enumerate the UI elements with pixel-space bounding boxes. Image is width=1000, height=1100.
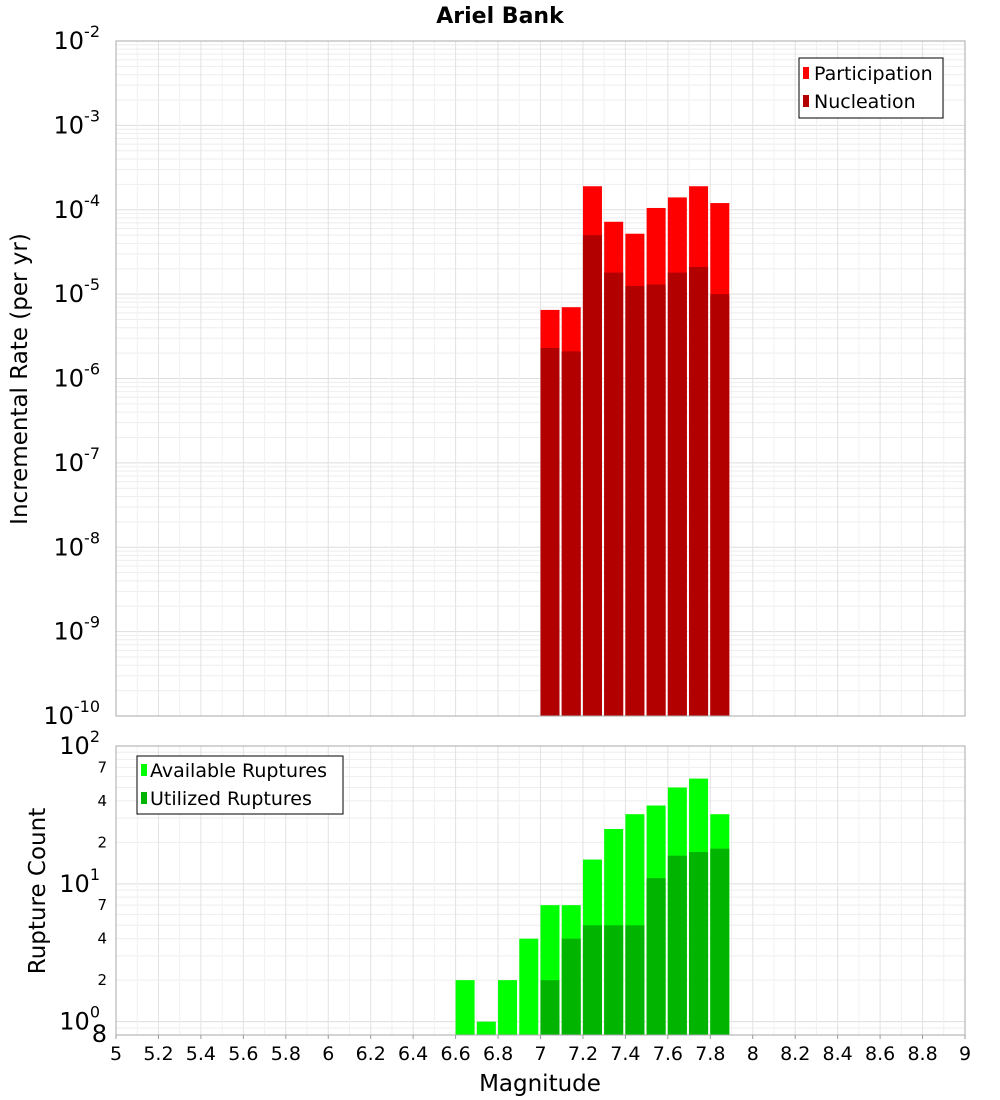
x-tick-label: 7.4 — [610, 1043, 640, 1065]
x-tick-label: 5.4 — [186, 1043, 216, 1065]
y-tick-label: 10-10 — [43, 697, 100, 730]
bar-nucleation — [710, 294, 730, 716]
y-minor-tick-label: 4 — [97, 792, 107, 810]
bar-nucleation — [582, 235, 602, 716]
bar-nucleation — [689, 266, 709, 716]
legend-label-utilized-ruptures: Utilized Ruptures — [150, 788, 312, 810]
y-minor-tick-label: 2 — [97, 833, 107, 851]
bar-available-ruptures — [455, 980, 475, 1035]
x-tick-label: 6.8 — [483, 1043, 513, 1065]
x-tick-label: 8.2 — [780, 1043, 810, 1065]
top-legend-box — [798, 57, 944, 119]
x-axis-label: Magnitude — [479, 1071, 601, 1097]
x-tick-label: 6.4 — [398, 1043, 428, 1065]
bar-utilized-ruptures — [689, 852, 709, 1035]
y-minor-tick-label: 4 — [97, 930, 107, 948]
bottom-plot-bars — [455, 778, 730, 1035]
x-tick-label: 7.6 — [653, 1043, 683, 1065]
bottom-plot-y-ticks: 102 101 100 7 4 2 7 4 2 8 — [59, 727, 107, 1048]
x-axis-ticks: 5 5.2 5.4 5.6 5.8 6 6.2 6.4 6.6 6.8 7 7.2 7.4 7.6 7.8 8… — [110, 1035, 971, 1065]
bar-utilized-ruptures — [604, 925, 624, 1035]
bottom-legend-box — [136, 755, 344, 815]
x-tick-label: 7.8 — [695, 1043, 725, 1065]
x-tick-label: 8.8 — [907, 1043, 937, 1065]
y-tick-label: 10-2 — [54, 22, 101, 55]
bar-utilized-ruptures — [625, 925, 645, 1035]
legend-label-available-ruptures: Available Ruptures — [150, 760, 327, 782]
bar-utilized-ruptures — [646, 878, 666, 1035]
x-tick-label: 5.2 — [143, 1043, 173, 1065]
x-tick-label: 9 — [959, 1043, 971, 1065]
y-tick-label: 10-4 — [54, 191, 101, 224]
y-tick-label: 10-7 — [54, 444, 101, 477]
legend-label-nucleation: Nucleation — [814, 91, 916, 113]
y-tick-label: 10-6 — [54, 360, 101, 393]
x-tick-label: 7.2 — [568, 1043, 598, 1065]
top-plot-frame — [115, 40, 966, 717]
y-minor-tick-label: 7 — [97, 758, 107, 776]
y-tick-label: 10-8 — [54, 528, 101, 561]
top-plot-legend: Participation Nucleation — [798, 57, 944, 119]
top-plot-y-ticks: 10-2 10-3 10-4 10-5 10-6 10-7 10-8 10-9 10-10 — [43, 22, 100, 730]
bottom-plot-y-axis-label: Rupture Count — [25, 808, 51, 974]
bar-nucleation — [625, 285, 645, 716]
bottom-plot-legend: Available Ruptures Utilized Ruptures — [136, 755, 344, 815]
top-plot: 10-2 10-3 10-4 10-5 10-6 10-7 10-8 10-9 10-10 In… — [7, 22, 966, 730]
bar-available-ruptures — [476, 1021, 496, 1035]
y-tick-label: 10-9 — [54, 613, 101, 646]
x-tick-label: 8.4 — [823, 1043, 853, 1065]
x-tick-label: 6 — [322, 1043, 334, 1065]
top-plot-bars — [540, 186, 730, 717]
bar-utilized-ruptures — [710, 848, 730, 1035]
x-tick-label: 6.6 — [440, 1043, 470, 1065]
bottom-plot: 102 101 100 7 4 2 7 4 2 8 5 5.2 5.4 5.6 5.8 6 6.2 6.4 6.6… — [25, 727, 971, 1097]
y-tick-label: 101 — [59, 865, 100, 898]
y-tick-label: 102 — [59, 727, 100, 760]
bar-nucleation — [604, 272, 624, 716]
y-tick-label: 10-3 — [54, 106, 101, 139]
bar-nucleation — [540, 347, 560, 716]
bar-utilized-ruptures — [582, 925, 602, 1035]
bar-nucleation — [561, 351, 581, 716]
y-minor-tick-label: 2 — [97, 971, 107, 989]
y-minor-tick-label: 8 — [92, 1020, 107, 1048]
bar-utilized-ruptures — [561, 938, 581, 1035]
x-tick-label: 6.2 — [356, 1043, 386, 1065]
legend-swatch-available-ruptures — [141, 764, 147, 776]
legend-swatch-participation — [803, 67, 809, 79]
x-tick-label: 5.6 — [228, 1043, 258, 1065]
legend-label-participation: Participation — [814, 63, 933, 85]
x-tick-label: 5.8 — [271, 1043, 301, 1065]
x-tick-label: 8.6 — [865, 1043, 895, 1065]
top-plot-y-axis-label: Incremental Rate (per yr) — [7, 233, 33, 525]
bar-available-ruptures — [519, 938, 539, 1035]
bar-utilized-ruptures — [667, 855, 687, 1035]
y-minor-tick-label: 7 — [97, 896, 107, 914]
chart-title: Ariel Bank — [436, 4, 565, 29]
legend-swatch-utilized-ruptures — [141, 792, 147, 804]
x-tick-label: 8 — [747, 1043, 759, 1065]
bar-available-ruptures — [498, 980, 518, 1035]
x-tick-label: 7 — [534, 1043, 546, 1065]
bar-utilized-ruptures — [540, 980, 560, 1035]
y-tick-label: 100 — [59, 1003, 100, 1036]
bar-nucleation — [646, 284, 666, 716]
bar-nucleation — [667, 272, 687, 716]
legend-swatch-nucleation — [803, 95, 809, 107]
x-tick-label: 5 — [110, 1043, 122, 1065]
y-tick-label: 10-5 — [54, 275, 101, 308]
